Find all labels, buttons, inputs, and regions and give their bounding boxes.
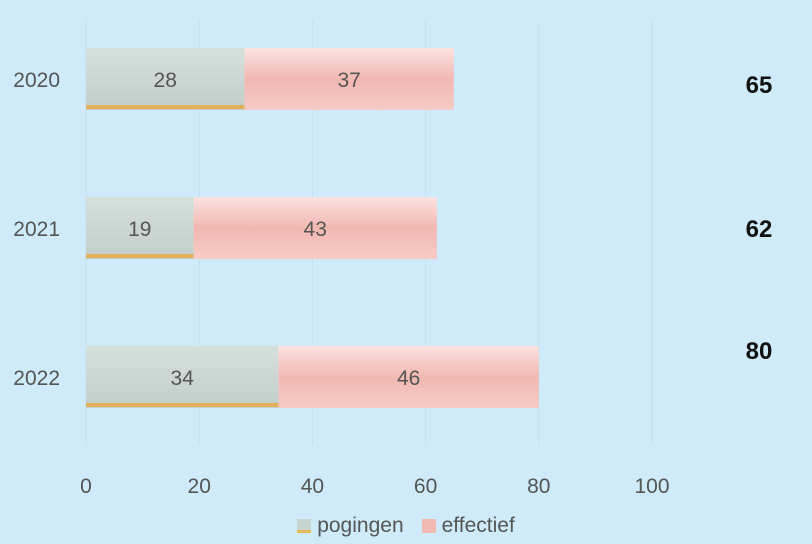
data-label-pogingen: 28: [154, 69, 177, 92]
total-label: 80: [746, 338, 773, 365]
x-tick-label: 20: [188, 475, 211, 498]
x-tick-label: 100: [634, 475, 669, 498]
bar-pogingen: [86, 346, 279, 408]
data-label-effectief: 43: [304, 218, 327, 241]
legend: pogingen effectief: [0, 514, 812, 538]
legend-label-pogingen: pogingen: [317, 514, 404, 537]
bar-underline-pogingen: [86, 105, 245, 109]
bar-pogingen: [86, 48, 245, 110]
data-label-pogingen: 19: [128, 218, 151, 241]
x-tick-label: 80: [527, 475, 550, 498]
bar-underline-pogingen: [86, 254, 194, 258]
y-category-label: 2022: [13, 367, 60, 390]
x-tick-label: 60: [414, 475, 437, 498]
x-tick-label: 0: [80, 475, 92, 498]
legend-swatch-effectief: [421, 519, 436, 533]
bar-effectief: [278, 346, 539, 408]
x-tick-label: 40: [301, 475, 324, 498]
bars: [86, 48, 539, 408]
bar-underline-pogingen: [86, 403, 279, 407]
y-category-label: 2021: [13, 218, 60, 241]
data-label-effectief: 37: [338, 69, 361, 92]
total-label: 62: [746, 216, 773, 243]
legend-item-pogingen: pogingen: [297, 514, 404, 538]
total-label: 65: [746, 72, 773, 99]
legend-label-effectief: effectief: [441, 514, 515, 537]
labels: 0 20 40 60 80 100 2020 28 37 65 2021 19 43 62 2022 34 46…: [13, 69, 772, 498]
y-category-label: 2020: [13, 69, 60, 92]
data-label-pogingen: 34: [171, 367, 195, 390]
bar-pogingen: [86, 197, 194, 259]
legend-swatch-pogingen: [297, 519, 312, 533]
data-label-effectief: 46: [397, 367, 420, 390]
bar-effectief: [193, 197, 437, 259]
bar-effectief: [244, 48, 454, 110]
legend-item-effectief: effectief: [421, 514, 515, 538]
